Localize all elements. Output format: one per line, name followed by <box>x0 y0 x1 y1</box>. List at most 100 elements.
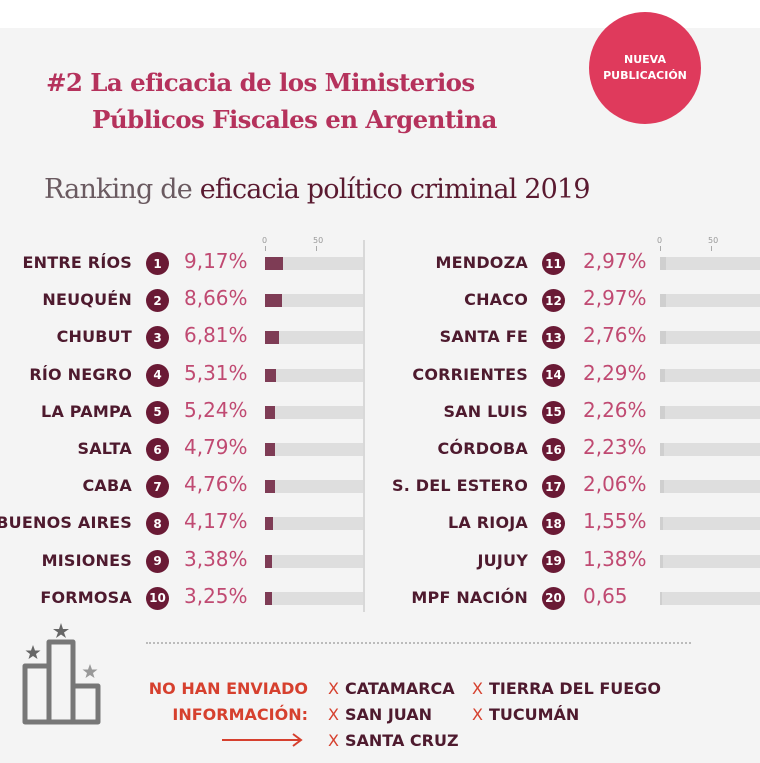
bar-fill <box>660 591 662 605</box>
province-name: SALTA <box>77 439 132 458</box>
bar-track <box>660 517 760 531</box>
title-line-1: #2 La eficacia de los Ministerios <box>46 68 475 97</box>
bar-track <box>660 257 760 270</box>
value-label: 9,17% <box>184 249 248 273</box>
bar-fill <box>660 480 665 494</box>
column-divider <box>363 240 365 612</box>
value-label: 6,81% <box>184 323 248 348</box>
bar-fill <box>660 331 666 345</box>
axis-tick-label: 0 <box>262 236 268 245</box>
bar-track <box>660 480 760 494</box>
bar-fill <box>660 517 664 531</box>
province-name: MPF NACIÓN <box>411 587 528 607</box>
page-title: #2 La eficacia de los Ministerios Públic… <box>46 64 497 138</box>
rank-badge: 1 <box>146 252 169 275</box>
bar-track <box>660 294 760 308</box>
value-label: 2,97% <box>583 249 647 273</box>
x-mark-icon: X <box>328 705 339 724</box>
axis-tick-label: 50 <box>708 236 719 245</box>
x-mark-icon: X <box>328 731 339 750</box>
rank-badge: 5 <box>146 400 169 424</box>
rank-badge: 9 <box>146 549 169 573</box>
bar-track <box>265 294 363 308</box>
x-mark-icon: X <box>328 679 339 698</box>
bar-fill <box>265 294 283 308</box>
value-label: 3,25% <box>184 583 248 608</box>
rank-badge: 11 <box>542 252 565 275</box>
axis-tick-mark <box>660 246 661 251</box>
bar-fill <box>265 480 275 494</box>
province-name: CORRIENTES <box>412 364 528 384</box>
province-name: SAN LUIS <box>443 401 528 421</box>
rank-badge: 20 <box>542 586 565 610</box>
value-label: 0,65 <box>583 583 628 608</box>
value-label: 8,66% <box>184 286 248 311</box>
value-label: 4,79% <box>184 435 248 459</box>
province-name: JUJUY <box>477 550 528 570</box>
rank-badge: 17 <box>542 475 565 499</box>
province-name: ENTRE RÍOS <box>22 253 132 272</box>
value-label: 2,97% <box>583 286 647 311</box>
value-label: 1,38% <box>583 546 647 571</box>
missing-label-line-1: NO HAN ENVIADO <box>148 679 308 698</box>
province-name: CÓRDOBA <box>437 439 528 458</box>
bar-track <box>660 554 760 568</box>
bar-fill <box>660 405 665 419</box>
rank-badge: 2 <box>146 289 169 313</box>
province-name: CHUBUT <box>56 327 132 347</box>
value-label: 2,26% <box>583 397 647 422</box>
missing-province: X TUCUMÁN <box>472 705 580 724</box>
bar-fill <box>265 517 274 531</box>
rank-badge: 15 <box>542 400 565 424</box>
bar-fill <box>265 331 279 345</box>
bar-track <box>660 443 760 456</box>
bar-track <box>265 443 363 456</box>
bar-fill <box>265 554 272 568</box>
value-label: 3,38% <box>184 546 248 571</box>
rank-badge: 7 <box>146 475 169 499</box>
bar-track <box>660 368 760 382</box>
rank-badge: 8 <box>146 512 169 536</box>
value-label: 2,76% <box>583 323 647 348</box>
province-name: LA RIOJA <box>448 513 528 533</box>
rank-badge: 14 <box>542 363 565 387</box>
bar-track <box>660 405 760 419</box>
rank-badge: 18 <box>542 512 565 536</box>
axis-tick-label: 50 <box>313 236 324 245</box>
rank-badge: 12 <box>542 289 565 313</box>
badge-line-1: NUEVA <box>624 53 666 66</box>
axis-tick-label: 0 <box>657 236 663 245</box>
rank-badge: 10 <box>146 586 169 610</box>
bar-fill <box>265 443 275 456</box>
value-label: 1,55% <box>583 509 647 534</box>
star-icon <box>25 645 41 659</box>
bar-track <box>660 591 760 605</box>
province-name: CHACO <box>464 290 528 310</box>
province-name: MENDOZA <box>435 253 528 272</box>
title-line-2: Públicos Fiscales en Argentina <box>92 105 497 134</box>
rank-badge: 4 <box>146 363 169 387</box>
bar-fill <box>660 368 665 382</box>
bar-fill <box>660 443 665 456</box>
star-icon <box>82 664 98 678</box>
axis-tick-mark <box>316 246 317 251</box>
bar-track <box>265 257 363 270</box>
bar-fill <box>660 257 666 270</box>
missing-province: X CATAMARCA <box>328 679 455 698</box>
province-name: S. DEL ESTERO <box>392 476 528 496</box>
rank-badge: 16 <box>542 438 565 461</box>
bar-fill <box>660 294 666 308</box>
rank-badge: 19 <box>542 549 565 573</box>
missing-province: X TIERRA DEL FUEGO <box>472 679 661 698</box>
province-name: LA PAMPA <box>41 401 132 421</box>
bar-track <box>660 331 760 345</box>
x-mark-icon: X <box>472 679 483 698</box>
missing-province: X SAN JUAN <box>328 705 433 724</box>
value-label: 5,31% <box>184 360 248 385</box>
value-label: 2,29% <box>583 360 647 385</box>
bar-track <box>265 591 363 605</box>
rank-badge: 13 <box>542 326 565 350</box>
bar-track <box>265 331 363 345</box>
x-mark-icon: X <box>472 705 483 724</box>
province-name: BUENOS AIRES <box>0 513 132 533</box>
